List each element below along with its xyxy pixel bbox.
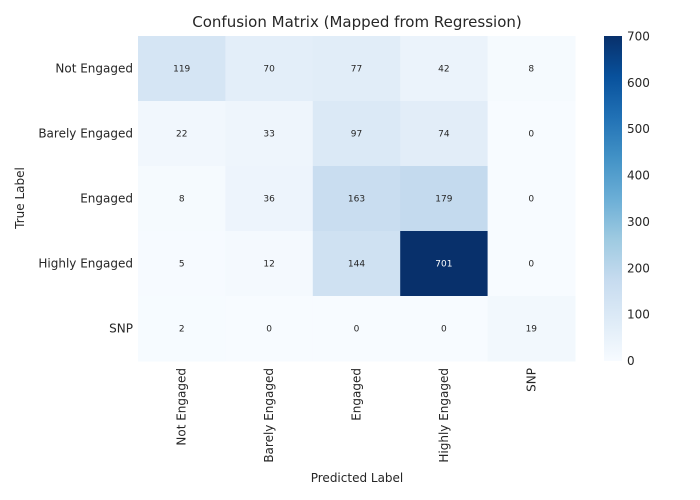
colorbar-tick-label: 400 [627, 169, 650, 183]
cell-value-label: 70 [263, 65, 275, 75]
heatmap-cell [487, 166, 576, 232]
y-tick-label: Highly Engaged [38, 257, 133, 271]
heatmap-cell [138, 166, 226, 232]
heatmap-cell [138, 296, 226, 362]
heatmap-cell [487, 296, 576, 362]
heatmap-cell [400, 296, 489, 362]
heatmap-cell [400, 101, 489, 167]
heatmap-cell [225, 36, 314, 102]
heatmap-cell [487, 101, 576, 167]
cell-value-label: 74 [438, 130, 450, 140]
heatmap-cell [312, 231, 401, 297]
heatmap-cells: 119 70 77 42 8 22 33 97 74 0 8 36 163 179 0 5 12 144 701 0 2… [138, 36, 576, 362]
heatmap-cell [225, 231, 314, 297]
y-tick-label: Engaged [80, 192, 133, 206]
x-tick-label: Engaged [350, 368, 364, 421]
y-tick-label: Barely Engaged [38, 127, 133, 141]
y-tick-label: SNP [109, 322, 133, 336]
colorbar-tick-label: 500 [627, 122, 650, 136]
x-tick-label: Not Engaged [175, 368, 189, 446]
cell-value-label: 22 [176, 130, 187, 140]
colorbar: 0 100 200 300 400 500 600 700 [604, 29, 650, 368]
x-axis-label: Predicted Label [311, 471, 404, 485]
heatmap-cell [138, 101, 226, 167]
cell-value-label: 77 [351, 65, 362, 75]
cell-value-label: 144 [348, 260, 365, 270]
heatmap-cell [312, 101, 401, 167]
heatmap-cell [487, 231, 576, 297]
y-tick-labels: Not Engaged Barely Engaged Engaged Highly E… [38, 62, 133, 336]
heatmap-cell [400, 166, 489, 232]
colorbar-tick-label: 300 [627, 215, 650, 229]
colorbar-tick-label: 600 [627, 76, 650, 90]
heatmap-cell [138, 36, 226, 102]
x-tick-label: Barely Engaged [262, 368, 276, 463]
heatmap-cell [312, 296, 401, 362]
colorbar-gradient [604, 36, 622, 361]
x-tick-label: SNP [524, 368, 538, 392]
cell-value-label: 12 [263, 260, 274, 270]
heatmap-cell [487, 36, 576, 102]
heatmap-cell [225, 101, 314, 167]
cell-value-label: 163 [348, 195, 365, 205]
heatmap-cell [225, 296, 314, 362]
heatmap-cell [312, 36, 401, 102]
chart-title: Confusion Matrix (Mapped from Regression… [192, 13, 522, 31]
cell-value-label: 119 [173, 65, 190, 75]
heatmap-cell [225, 166, 314, 232]
cell-value-label: 97 [351, 130, 362, 140]
cell-value-label: 5 [179, 260, 185, 270]
cell-value-label: 0 [441, 325, 447, 335]
cell-value-label: 701 [435, 260, 452, 270]
cell-value-label: 8 [528, 65, 534, 75]
heatmap-cell [312, 166, 401, 232]
heatmap-cell [400, 231, 489, 297]
cell-value-label: 0 [528, 195, 534, 205]
cell-value-label: 0 [528, 260, 534, 270]
cell-value-label: 36 [263, 195, 275, 205]
cell-value-label: 42 [438, 65, 449, 75]
x-tick-label: Highly Engaged [437, 368, 451, 463]
cell-value-label: 8 [179, 195, 185, 205]
cell-value-label: 0 [266, 325, 272, 335]
colorbar-tick-label: 100 [627, 308, 650, 322]
colorbar-tick-label: 0 [627, 354, 635, 368]
colorbar-tick-label: 700 [627, 29, 650, 43]
heatmap-cell [138, 231, 226, 297]
cell-value-label: 0 [528, 130, 534, 140]
colorbar-tick-label: 200 [627, 261, 650, 275]
cell-value-label: 2 [179, 325, 185, 335]
heatmap-cell [400, 36, 489, 102]
x-tick-labels: Not Engaged Barely Engaged Engaged Highly E… [175, 368, 539, 463]
cell-value-label: 179 [435, 195, 452, 205]
y-tick-label: Not Engaged [55, 62, 133, 76]
cell-value-label: 33 [263, 130, 274, 140]
y-axis-label: True Label [13, 167, 27, 230]
cell-value-label: 19 [526, 325, 538, 335]
cell-value-label: 0 [354, 325, 360, 335]
